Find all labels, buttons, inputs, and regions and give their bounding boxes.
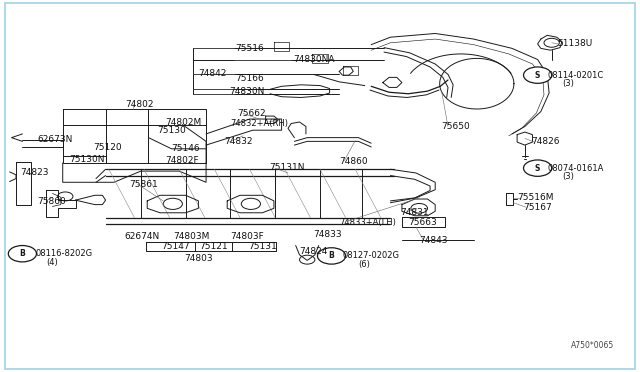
Text: 74833+A(LH): 74833+A(LH) (339, 218, 396, 227)
Text: 75131: 75131 (248, 242, 277, 251)
Circle shape (241, 198, 260, 209)
Text: 08074-0161A: 08074-0161A (547, 164, 604, 173)
Circle shape (317, 248, 346, 264)
Text: A750*0065: A750*0065 (571, 341, 614, 350)
Text: 62674N: 62674N (125, 232, 160, 241)
Text: B: B (20, 249, 25, 258)
Text: 74803F: 74803F (230, 232, 264, 241)
Text: 75147: 75147 (161, 242, 190, 251)
Text: 74832+A(RH): 74832+A(RH) (230, 119, 289, 128)
Text: (6): (6) (358, 260, 371, 269)
Text: 75166: 75166 (236, 74, 264, 83)
Text: 75650: 75650 (442, 122, 470, 131)
Circle shape (411, 203, 428, 213)
Text: 75130: 75130 (157, 126, 186, 135)
Circle shape (300, 255, 315, 264)
Text: B: B (329, 251, 334, 260)
Circle shape (58, 192, 73, 201)
Text: 74826: 74826 (531, 137, 560, 146)
Text: 74830NA: 74830NA (293, 55, 335, 64)
Circle shape (8, 246, 36, 262)
Text: 74843: 74843 (419, 236, 448, 245)
Text: 74824: 74824 (300, 247, 328, 256)
Text: 74831: 74831 (400, 208, 429, 217)
Text: 74802F: 74802F (165, 156, 199, 165)
Text: 75131N: 75131N (269, 163, 304, 172)
Text: 74802M: 74802M (165, 118, 202, 126)
Text: 75861: 75861 (129, 180, 158, 189)
Text: 75146: 75146 (172, 144, 200, 153)
Text: 74860: 74860 (339, 157, 368, 166)
Circle shape (524, 160, 552, 176)
Text: 75662: 75662 (237, 109, 266, 118)
Text: 75516: 75516 (236, 44, 264, 53)
Text: S: S (535, 71, 540, 80)
Text: 74833: 74833 (314, 230, 342, 239)
Text: 08116-8202G: 08116-8202G (35, 249, 92, 258)
Text: 74823: 74823 (20, 169, 49, 177)
Circle shape (524, 67, 552, 83)
Text: 51138U: 51138U (557, 39, 592, 48)
Text: 74842: 74842 (198, 69, 227, 78)
Text: 08114-0201C: 08114-0201C (547, 71, 604, 80)
Text: (4): (4) (46, 258, 58, 267)
Text: S: S (535, 164, 540, 173)
Text: 75860: 75860 (37, 197, 66, 206)
Text: 74803: 74803 (184, 254, 213, 263)
Circle shape (163, 198, 182, 209)
Text: 75121: 75121 (200, 242, 228, 251)
Text: 75167: 75167 (524, 203, 552, 212)
Text: 74803M: 74803M (173, 232, 209, 241)
Text: 75120: 75120 (93, 143, 122, 152)
Text: 75130N: 75130N (69, 155, 104, 164)
Text: 75663: 75663 (408, 218, 437, 227)
Text: 62673N: 62673N (37, 135, 72, 144)
Text: 75516M: 75516M (517, 193, 554, 202)
Text: 74830N: 74830N (229, 87, 264, 96)
Text: 74802: 74802 (125, 100, 154, 109)
Circle shape (544, 38, 559, 47)
Text: 08127-0202G: 08127-0202G (342, 251, 399, 260)
Text: (3): (3) (562, 172, 574, 181)
Text: (3): (3) (562, 79, 574, 88)
Text: 74832: 74832 (224, 137, 253, 146)
